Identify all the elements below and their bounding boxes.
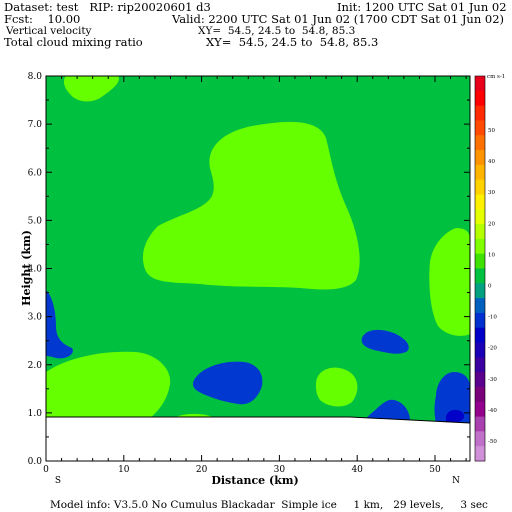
y-axis-ticks: 0.0 1.0 2.0 3.0 4.0 5.0 6.0 7.0 8.0 <box>28 72 470 467</box>
valid-label: Valid: 2200 UTC Sat 01 Jun 02 (1700 CDT … <box>172 12 505 26</box>
colorbar-label-9: -40 <box>488 408 497 414</box>
region-updraft-lower-left <box>46 351 171 418</box>
region-updraft-upper-left <box>63 76 119 102</box>
colorbar-label-10: -50 <box>488 439 497 445</box>
y-tick-label-3: 3.0 <box>28 313 43 323</box>
y-tick-label-8: 8.0 <box>28 72 43 82</box>
colorbar-label-2: 30 <box>488 190 495 196</box>
colorbar-swatch-8 <box>475 194 485 210</box>
x-tick-label-4: 40 <box>351 465 363 475</box>
init-label: Init: 1200 UTC Sat 01 Jun 02 <box>337 0 507 14</box>
dataset-label: Dataset: test RIP: rip20020601 d3 <box>4 0 211 14</box>
terrain <box>46 417 470 461</box>
field2-xy: XY= 54.5, 24.5 to 54.8, 85.3 <box>206 35 379 49</box>
colorbar-swatch-24 <box>475 431 485 447</box>
x-tick-label-1: 10 <box>118 465 130 475</box>
region-updraft-lower-center <box>316 367 358 407</box>
colorbar-swatch-9 <box>475 209 485 225</box>
x-tick-label-0: 0 <box>43 465 49 475</box>
colorbar-label-0: 50 <box>488 128 495 134</box>
model-info: Model info: V3.5.0 No Cumulus Blackadar … <box>50 499 488 511</box>
fcst-label: Fcst: 10.00 <box>4 12 81 26</box>
colorbar-swatch-16 <box>475 312 485 329</box>
y-tick-label-6: 6.0 <box>28 168 43 178</box>
y-tick-label-1: 1.0 <box>28 409 43 419</box>
region-downdraft-right-low <box>366 399 410 420</box>
colorbar-swatch-18 <box>475 342 485 358</box>
y-tick-label-2: 2.0 <box>28 361 43 371</box>
field2-name: Total cloud mixing ratio <box>4 35 143 49</box>
colorbar-label-8: -30 <box>488 377 497 383</box>
colorbar-swatch-5 <box>475 150 485 166</box>
colorbar-swatch-3 <box>475 120 485 136</box>
colorbar-swatch-7 <box>475 179 485 195</box>
colorbar-swatch-22 <box>475 401 485 418</box>
y-tick-label-5: 5.0 <box>28 216 43 226</box>
colorbar-swatch-4 <box>475 135 485 151</box>
region-downdraft-right-mid <box>361 329 409 354</box>
colorbar-swatch-19 <box>475 357 485 373</box>
x-end-label-north: N <box>452 476 460 486</box>
colorbar-frame <box>474 75 486 462</box>
x-axis-title: Distance (km) <box>211 474 298 487</box>
region-downdraft-far-right <box>434 372 470 424</box>
terrain-outline <box>46 416 470 424</box>
colorbar-unit: cm s-1 <box>487 74 505 80</box>
colorbar-swatch-20 <box>475 372 485 388</box>
x-tick-label-2: 20 <box>196 465 208 475</box>
colorbar-swatch-17 <box>475 327 485 344</box>
x-end-label-south: S <box>55 476 61 486</box>
colorbar-label-4: 10 <box>488 252 495 258</box>
colorbar-swatch-23 <box>475 416 485 432</box>
colorbar-label-1: 40 <box>488 159 495 165</box>
field1-name: Vertical velocity <box>6 25 92 37</box>
colorbar-swatch-10 <box>475 224 485 240</box>
colorbar-swatch-6 <box>475 164 485 181</box>
y-tick-label-0: 0.0 <box>28 457 43 467</box>
colorbar-label-3: 20 <box>488 221 495 227</box>
colorbar-swatch-2 <box>475 105 485 121</box>
colorbar-swatch-1 <box>475 90 485 107</box>
colorbar-swatch-0 <box>475 76 485 92</box>
colorbar-swatch-15 <box>475 298 485 314</box>
y-tick-label-7: 7.0 <box>28 120 43 130</box>
colorbar-label-7: -20 <box>488 346 497 352</box>
x-tick-label-5: 50 <box>429 465 441 475</box>
colorbar-swatch-13 <box>475 268 485 284</box>
x-axis-ticks: 0 10 20 30 40 50 <box>43 76 467 475</box>
colorbar-swatch-14 <box>475 283 485 299</box>
colorbar-swatch-21 <box>475 386 485 403</box>
contour-field <box>46 76 470 461</box>
region-downdraft-center <box>192 361 263 405</box>
region-updraft-right <box>429 228 470 336</box>
region-downdraft-core <box>446 409 465 422</box>
region-updraft-upper-center <box>142 121 360 290</box>
region-downdraft-left <box>46 290 73 359</box>
colorbar: 50 40 30 20 10 0 -10 -20 -30 -40 -50 <box>474 75 497 462</box>
y-axis-title: Height (km) <box>20 230 33 306</box>
colorbar-swatch-12 <box>475 253 485 269</box>
colorbar-swatch-11 <box>475 238 485 255</box>
field1-xy: XY= 54.5, 24.5 to 54.8, 85.3 <box>198 25 356 37</box>
y-tick-label-4: 4.0 <box>28 265 43 275</box>
colorbar-swatch-25 <box>475 446 485 462</box>
x-tick-label-3: 30 <box>274 465 286 475</box>
colorbar-label-6: -10 <box>488 315 497 321</box>
colorbar-label-5: 0 <box>488 284 492 290</box>
